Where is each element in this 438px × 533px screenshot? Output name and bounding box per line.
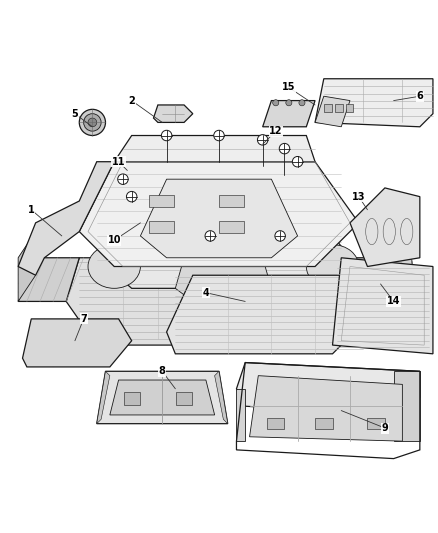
Polygon shape [315,79,433,127]
Circle shape [275,231,286,241]
Text: 14: 14 [387,296,400,306]
Polygon shape [153,105,193,123]
Ellipse shape [306,245,359,288]
Bar [335,103,343,111]
Text: 15: 15 [282,83,296,93]
Circle shape [286,100,292,106]
Polygon shape [315,96,350,127]
Circle shape [214,130,224,141]
Circle shape [79,109,106,135]
Polygon shape [237,362,420,415]
Circle shape [273,100,279,106]
Circle shape [205,231,215,241]
Ellipse shape [88,245,141,288]
Text: 10: 10 [107,235,121,245]
Text: 5: 5 [71,109,78,119]
Polygon shape [22,319,132,367]
Polygon shape [110,380,215,415]
Text: 6: 6 [417,91,423,101]
Circle shape [127,191,137,202]
Bar [149,221,174,233]
Text: 2: 2 [128,95,135,106]
Polygon shape [166,275,367,354]
Bar [149,195,174,207]
Polygon shape [215,372,228,424]
Circle shape [299,100,305,106]
Polygon shape [18,258,79,302]
Text: 7: 7 [80,314,87,324]
Polygon shape [263,101,315,127]
Polygon shape [66,258,367,345]
Text: 11: 11 [112,157,125,167]
Polygon shape [141,179,297,258]
Text: 13: 13 [352,192,365,201]
Polygon shape [350,188,420,266]
Bar [219,221,244,233]
Bar [267,418,285,429]
Circle shape [258,135,268,145]
Bar [346,103,353,111]
Polygon shape [394,372,420,441]
Polygon shape [97,201,350,288]
Polygon shape [97,372,110,424]
Polygon shape [79,161,359,266]
Polygon shape [18,231,35,302]
Polygon shape [175,258,272,302]
Polygon shape [97,372,228,424]
Text: 4: 4 [202,288,209,298]
Polygon shape [250,376,403,441]
Polygon shape [332,258,433,354]
Circle shape [118,174,128,184]
Circle shape [88,118,97,127]
Polygon shape [114,135,315,161]
Polygon shape [18,161,114,275]
Bar [176,392,192,405]
Bar [324,103,332,111]
Circle shape [161,130,172,141]
Bar [124,392,140,405]
Text: 8: 8 [159,366,166,376]
Circle shape [84,114,101,131]
Text: 9: 9 [381,423,389,433]
Bar [219,195,244,207]
Bar [315,418,332,429]
Circle shape [279,143,290,154]
Circle shape [292,157,303,167]
Text: 12: 12 [269,126,283,136]
Polygon shape [237,389,245,441]
Polygon shape [350,258,420,302]
Bar [367,418,385,429]
Text: 1: 1 [28,205,35,215]
